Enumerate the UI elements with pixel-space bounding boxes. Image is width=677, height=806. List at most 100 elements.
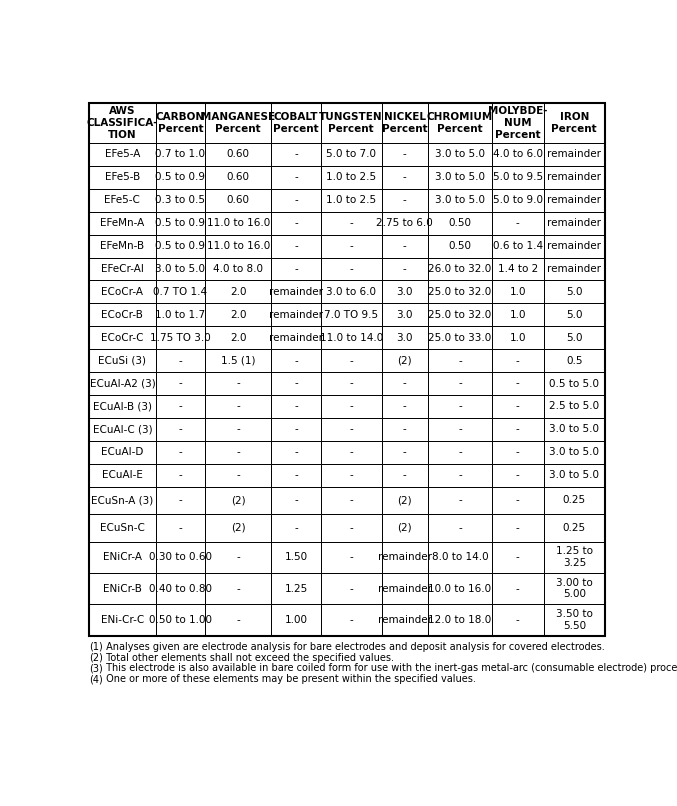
Text: -: - bbox=[294, 355, 298, 366]
Bar bbox=[205, 326, 271, 349]
Text: 0.6 to 1.4: 0.6 to 1.4 bbox=[493, 241, 543, 251]
Bar bbox=[156, 441, 205, 463]
Text: -: - bbox=[294, 523, 298, 533]
Text: 0.7 to 1.0: 0.7 to 1.0 bbox=[155, 149, 205, 160]
Bar bbox=[428, 166, 492, 189]
Text: -: - bbox=[294, 425, 298, 434]
Text: 1.50: 1.50 bbox=[284, 552, 307, 563]
Text: Total other elements shall not exceed the specified values.: Total other elements shall not exceed th… bbox=[103, 653, 394, 663]
Bar bbox=[156, 235, 205, 257]
Bar bbox=[492, 280, 544, 303]
Bar bbox=[492, 441, 544, 463]
Bar bbox=[321, 189, 382, 212]
Text: -: - bbox=[403, 447, 407, 457]
Text: CARBON
Percent: CARBON Percent bbox=[156, 112, 205, 134]
Text: remainder: remainder bbox=[547, 149, 601, 160]
Text: (2): (2) bbox=[89, 653, 103, 663]
Bar bbox=[544, 303, 605, 326]
Text: -: - bbox=[516, 379, 520, 388]
Bar bbox=[544, 235, 605, 257]
Text: ECoCr-A: ECoCr-A bbox=[102, 287, 144, 297]
Bar bbox=[321, 441, 382, 463]
Text: EFeMn-A: EFeMn-A bbox=[100, 218, 145, 228]
Text: -: - bbox=[349, 584, 353, 594]
Text: 3.0 to 5.0: 3.0 to 5.0 bbox=[549, 447, 599, 457]
Text: -: - bbox=[516, 425, 520, 434]
Text: 0.40 to 0.80: 0.40 to 0.80 bbox=[149, 584, 212, 594]
Text: 0.60: 0.60 bbox=[227, 149, 250, 160]
Text: -: - bbox=[349, 552, 353, 563]
Text: -: - bbox=[349, 401, 353, 412]
Text: CHROMIUM
Percent: CHROMIUM Percent bbox=[427, 112, 493, 134]
Bar bbox=[492, 143, 544, 166]
Bar bbox=[428, 372, 492, 395]
Text: 0.25: 0.25 bbox=[563, 496, 586, 505]
Text: 0.25: 0.25 bbox=[563, 523, 586, 533]
Bar bbox=[382, 349, 428, 372]
Bar bbox=[271, 143, 321, 166]
Text: -: - bbox=[458, 523, 462, 533]
Bar bbox=[271, 395, 321, 418]
Text: -: - bbox=[403, 470, 407, 480]
Bar bbox=[89, 143, 156, 166]
Bar bbox=[89, 372, 156, 395]
Bar bbox=[156, 463, 205, 487]
Bar bbox=[205, 280, 271, 303]
Text: 5.0: 5.0 bbox=[566, 287, 582, 297]
Bar bbox=[271, 257, 321, 280]
Bar bbox=[382, 212, 428, 235]
Bar bbox=[544, 395, 605, 418]
Text: 11.0 to 14.0: 11.0 to 14.0 bbox=[320, 333, 383, 343]
Text: ENi-Cr-C: ENi-Cr-C bbox=[101, 615, 144, 625]
Bar bbox=[428, 257, 492, 280]
Text: -: - bbox=[294, 264, 298, 274]
Text: -: - bbox=[236, 447, 240, 457]
Text: 0.3 to 0.5: 0.3 to 0.5 bbox=[155, 195, 205, 206]
Text: remainder: remainder bbox=[269, 287, 323, 297]
Text: remainder: remainder bbox=[547, 195, 601, 206]
Text: 11.0 to 16.0: 11.0 to 16.0 bbox=[206, 218, 270, 228]
Bar bbox=[492, 303, 544, 326]
Text: -: - bbox=[458, 470, 462, 480]
Bar bbox=[156, 418, 205, 441]
Text: -: - bbox=[349, 496, 353, 505]
Text: -: - bbox=[349, 615, 353, 625]
Bar bbox=[156, 604, 205, 636]
Bar bbox=[492, 542, 544, 573]
Text: -: - bbox=[349, 523, 353, 533]
Text: EFe5-A: EFe5-A bbox=[105, 149, 140, 160]
Text: 3.0: 3.0 bbox=[397, 333, 413, 343]
Text: -: - bbox=[236, 401, 240, 412]
Text: remainder: remainder bbox=[378, 615, 432, 625]
Bar bbox=[544, 166, 605, 189]
Bar bbox=[382, 463, 428, 487]
Text: -: - bbox=[349, 447, 353, 457]
Text: 2.5 to 5.0: 2.5 to 5.0 bbox=[549, 401, 599, 412]
Text: ENiCr-B: ENiCr-B bbox=[103, 584, 142, 594]
Text: -: - bbox=[294, 470, 298, 480]
Bar bbox=[321, 487, 382, 514]
Text: ECuAl-A2 (3): ECuAl-A2 (3) bbox=[89, 379, 155, 388]
Text: -: - bbox=[403, 264, 407, 274]
Text: -: - bbox=[403, 149, 407, 160]
Bar bbox=[544, 604, 605, 636]
Bar bbox=[492, 487, 544, 514]
Bar bbox=[321, 349, 382, 372]
Bar bbox=[271, 103, 321, 143]
Bar bbox=[382, 395, 428, 418]
Bar bbox=[428, 463, 492, 487]
Bar bbox=[544, 418, 605, 441]
Bar bbox=[271, 542, 321, 573]
Text: -: - bbox=[179, 379, 182, 388]
Bar bbox=[156, 514, 205, 542]
Bar bbox=[321, 372, 382, 395]
Bar bbox=[156, 212, 205, 235]
Bar bbox=[89, 257, 156, 280]
Bar bbox=[205, 166, 271, 189]
Text: -: - bbox=[294, 379, 298, 388]
Bar bbox=[492, 604, 544, 636]
Text: 2.0: 2.0 bbox=[230, 310, 246, 320]
Text: 4.0 to 6.0: 4.0 to 6.0 bbox=[493, 149, 543, 160]
Text: 3.00 to
5.00: 3.00 to 5.00 bbox=[556, 578, 592, 600]
Bar bbox=[492, 326, 544, 349]
